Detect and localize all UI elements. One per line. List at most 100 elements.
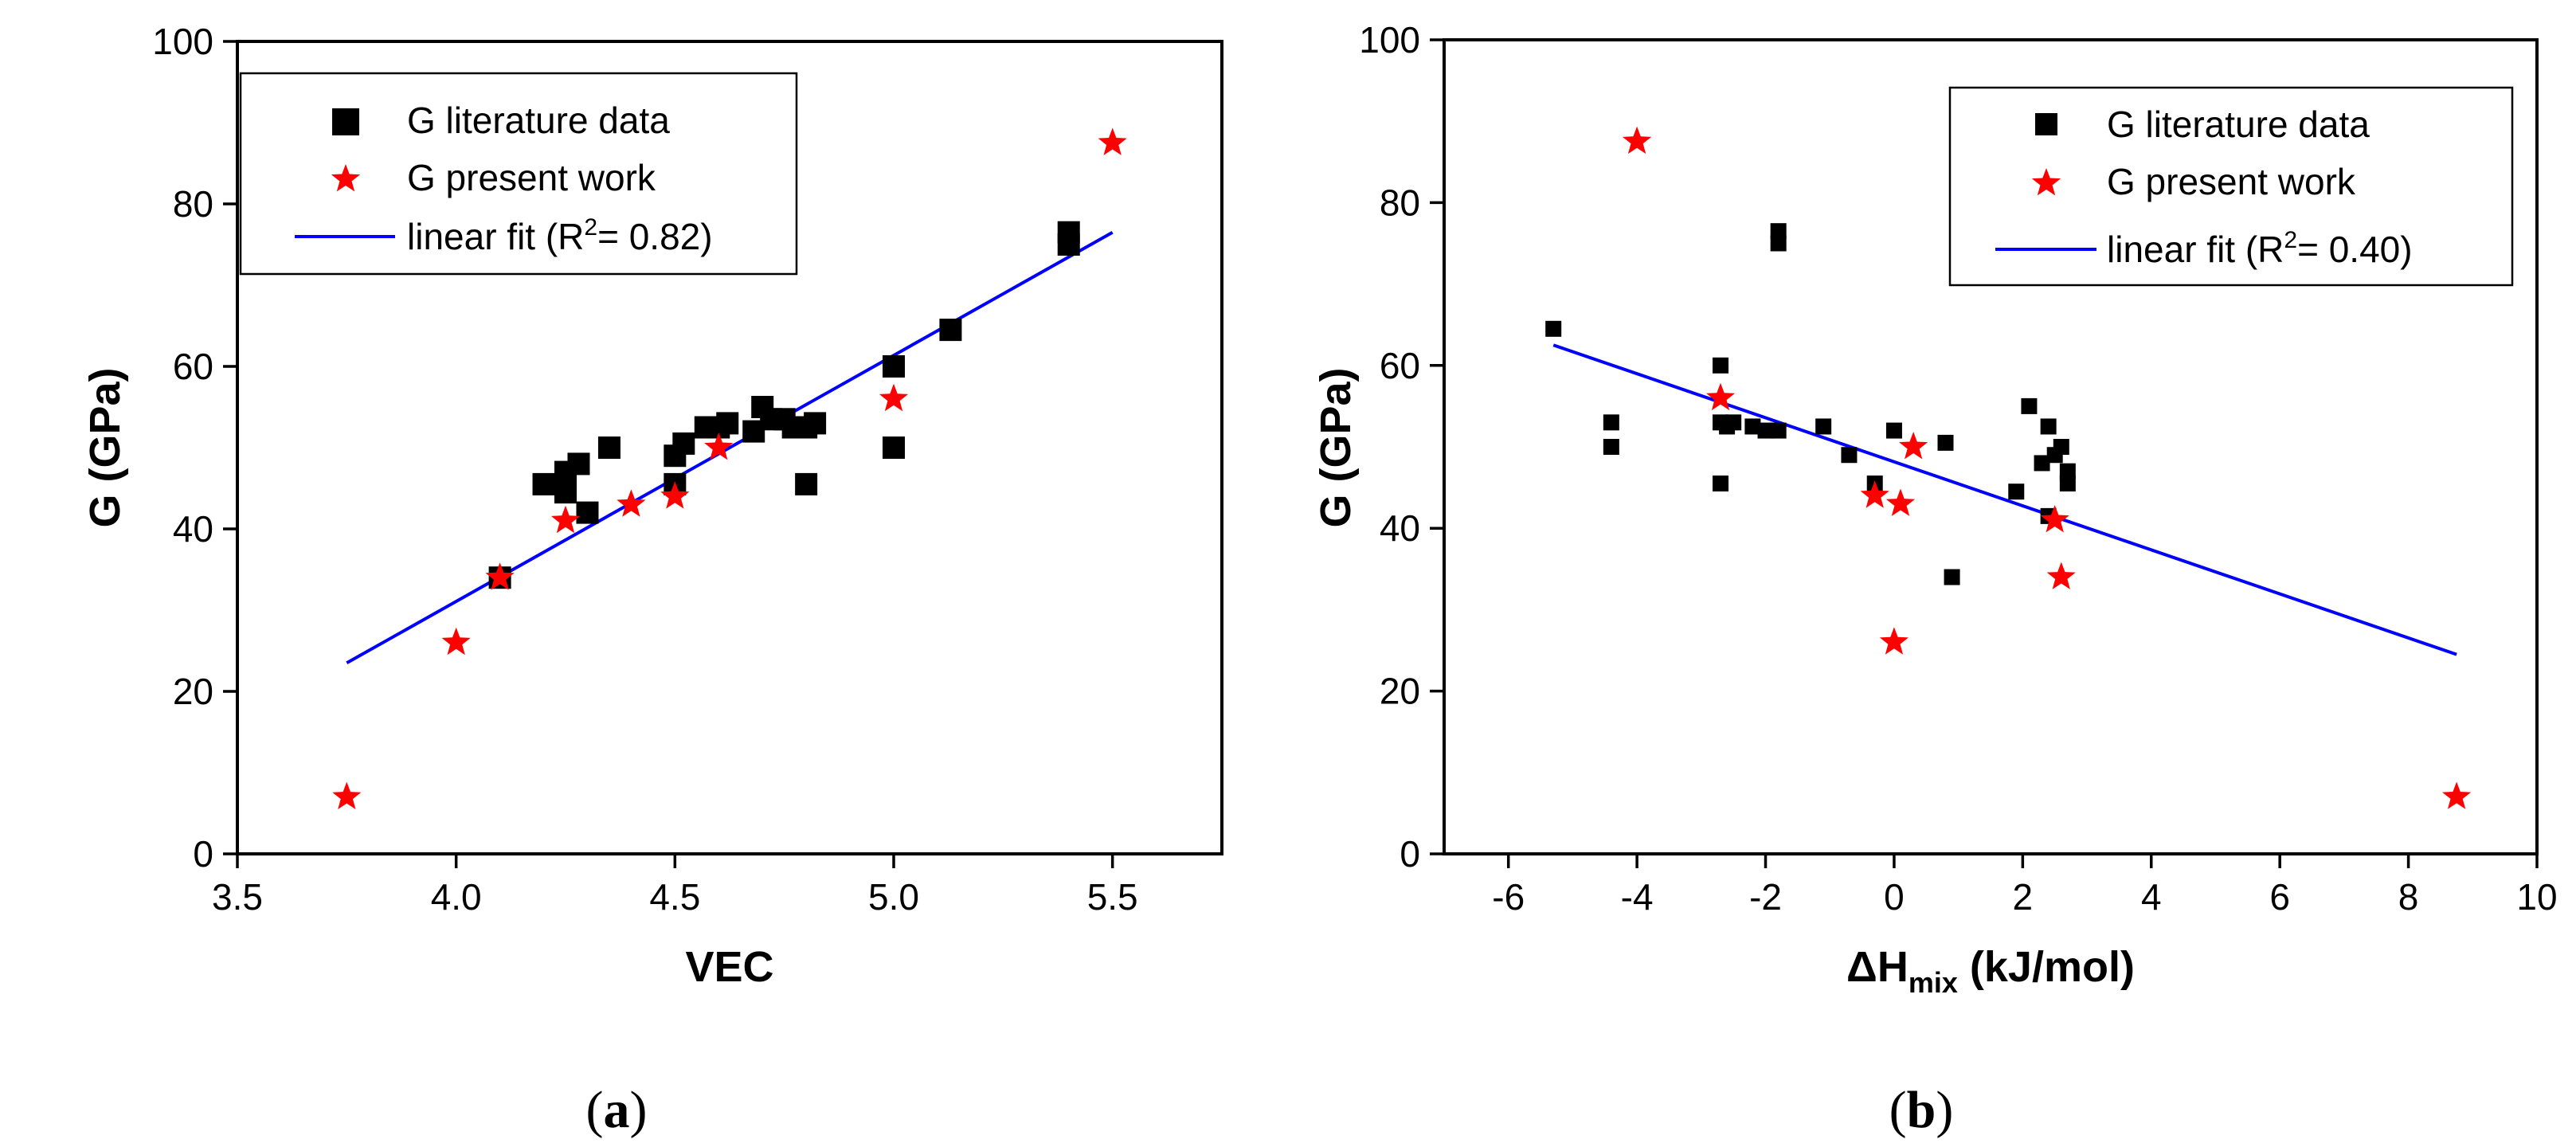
panel-b-points-layer — [1545, 126, 2472, 809]
legend-label-literature: G literature data — [2107, 104, 2370, 145]
y-tick-label: 100 — [1359, 19, 1420, 61]
literature-data-point — [1757, 422, 1774, 439]
y-tick-label: 20 — [1380, 671, 1420, 712]
x-tick-label: -2 — [1749, 876, 1782, 918]
present-work-data-point — [1623, 126, 1652, 155]
present-work-data-point — [2046, 562, 2076, 589]
literature-data-point — [2053, 439, 2069, 455]
literature-data-point — [597, 436, 621, 459]
x-tick-label: -4 — [1621, 876, 1654, 918]
literature-data-point — [1885, 422, 1902, 439]
literature-data-point — [2034, 455, 2050, 472]
panel-b-fit-layer — [1552, 343, 2457, 656]
y-tick-label: 0 — [193, 833, 213, 875]
x-tick-label: 10 — [2516, 876, 2557, 918]
legend-square-marker-icon — [332, 108, 359, 135]
literature-data-point — [1725, 414, 1742, 431]
literature-data-point — [1815, 418, 1832, 435]
present-work-data-point — [704, 433, 734, 460]
linear-fit-line — [1552, 343, 2457, 656]
panel-a-legend-box — [239, 72, 798, 276]
legend-star-marker-icon — [2031, 168, 2061, 196]
legend-label-linear-fit: linear fit (R2= 0.82) — [407, 214, 713, 257]
legend-label-present-work: G present work — [407, 157, 656, 198]
literature-data-point — [1744, 418, 1761, 435]
x-tick-label: 2 — [2013, 876, 2034, 918]
x-tick-label: 4.0 — [431, 876, 482, 918]
literature-data-point — [2040, 418, 2057, 435]
x-tick-label: 8 — [2398, 876, 2419, 918]
panel-a-x-axis-title: VEC — [685, 943, 773, 991]
present-work-data-point — [441, 627, 471, 656]
present-work-data-point — [879, 383, 909, 412]
panel-a-ticks: 3.5 4.0 4.5 5.0 5.5 0 20 40 60 80 100 — [152, 21, 1137, 918]
y-tick-label: 40 — [173, 508, 213, 550]
x-tick-label: 5.0 — [868, 876, 919, 918]
y-tick-label: 100 — [152, 21, 213, 62]
x-tick-label: 3.5 — [212, 876, 263, 918]
literature-data-point — [2059, 475, 2076, 491]
literature-data-point — [1944, 569, 1960, 585]
panel-a-y-axis-title: G (GPa) — [81, 367, 129, 527]
legend-square-marker-icon — [2035, 113, 2057, 135]
present-work-data-point — [660, 481, 690, 509]
literature-data-point — [1841, 447, 1858, 464]
y-tick-label: 60 — [173, 346, 213, 387]
present-work-data-point — [550, 505, 581, 534]
literature-data-point — [795, 472, 818, 495]
present-work-data-point — [1899, 432, 1928, 460]
literature-data-point — [1770, 223, 1787, 240]
literature-data-point — [1545, 320, 1562, 337]
x-tick-label: 4.5 — [649, 876, 700, 918]
literature-data-point — [1057, 221, 1080, 244]
legend-star-marker-icon — [331, 164, 361, 192]
y-tick-label: 60 — [1380, 345, 1420, 386]
present-work-data-point — [1098, 127, 1127, 155]
literature-data-point — [554, 481, 577, 504]
panel-b-plot-frame — [1443, 38, 2539, 855]
present-work-data-point — [1885, 488, 1916, 516]
present-work-data-point — [1860, 480, 1889, 508]
y-tick-label: 20 — [173, 671, 213, 712]
y-tick-label: 40 — [1380, 507, 1420, 549]
panel-a-points-layer — [332, 127, 1127, 809]
literature-data-point — [2021, 397, 2038, 414]
present-work-data-point — [1706, 382, 1736, 411]
literature-data-point — [939, 319, 962, 342]
present-work-data-point — [332, 781, 362, 809]
present-work-data-point — [1879, 627, 1909, 655]
panel-a-label: (a) — [586, 1081, 648, 1139]
literature-data-point — [883, 355, 905, 378]
literature-data-point — [567, 452, 590, 476]
panel-a-legend: G literature data G present work linear … — [239, 72, 798, 276]
legend-label-linear-fit: linear fit (R2= 0.40) — [2107, 227, 2413, 270]
panel-a-plot-frame — [236, 40, 1223, 855]
x-tick-label: -6 — [1492, 876, 1525, 918]
x-tick-label: 4 — [2141, 876, 2162, 918]
literature-data-point — [1713, 357, 1729, 374]
literature-data-point — [883, 436, 905, 459]
legend-label-present-work: G present work — [2107, 161, 2356, 202]
literature-data-point — [1603, 414, 1619, 431]
literature-data-point — [1770, 422, 1787, 439]
literature-data-point — [532, 472, 555, 495]
panel-b-x-axis-title: ΔHmix (kJ/mol) — [1846, 943, 2135, 999]
literature-data-point — [2008, 483, 2025, 500]
panel-b-y-axis-title: G (GPa) — [1312, 367, 1360, 527]
y-tick-label: 80 — [173, 183, 213, 225]
present-work-data-point — [2442, 781, 2472, 809]
literature-data-point — [804, 412, 827, 435]
legend-label-literature: G literature data — [407, 100, 670, 141]
panel-b-legend: G literature data G present work linear … — [1948, 86, 2514, 287]
x-tick-label: 6 — [2269, 876, 2290, 918]
literature-data-point — [1603, 439, 1619, 455]
present-work-data-point — [485, 562, 515, 590]
literature-data-point — [1937, 434, 1954, 451]
literature-data-point — [716, 412, 739, 435]
present-work-data-point — [2040, 505, 2069, 533]
present-work-data-point — [617, 489, 646, 517]
chart-panel-a: 3.5 4.0 4.5 5.0 5.5 0 20 40 60 80 100 G literature… — [81, 21, 1223, 1139]
